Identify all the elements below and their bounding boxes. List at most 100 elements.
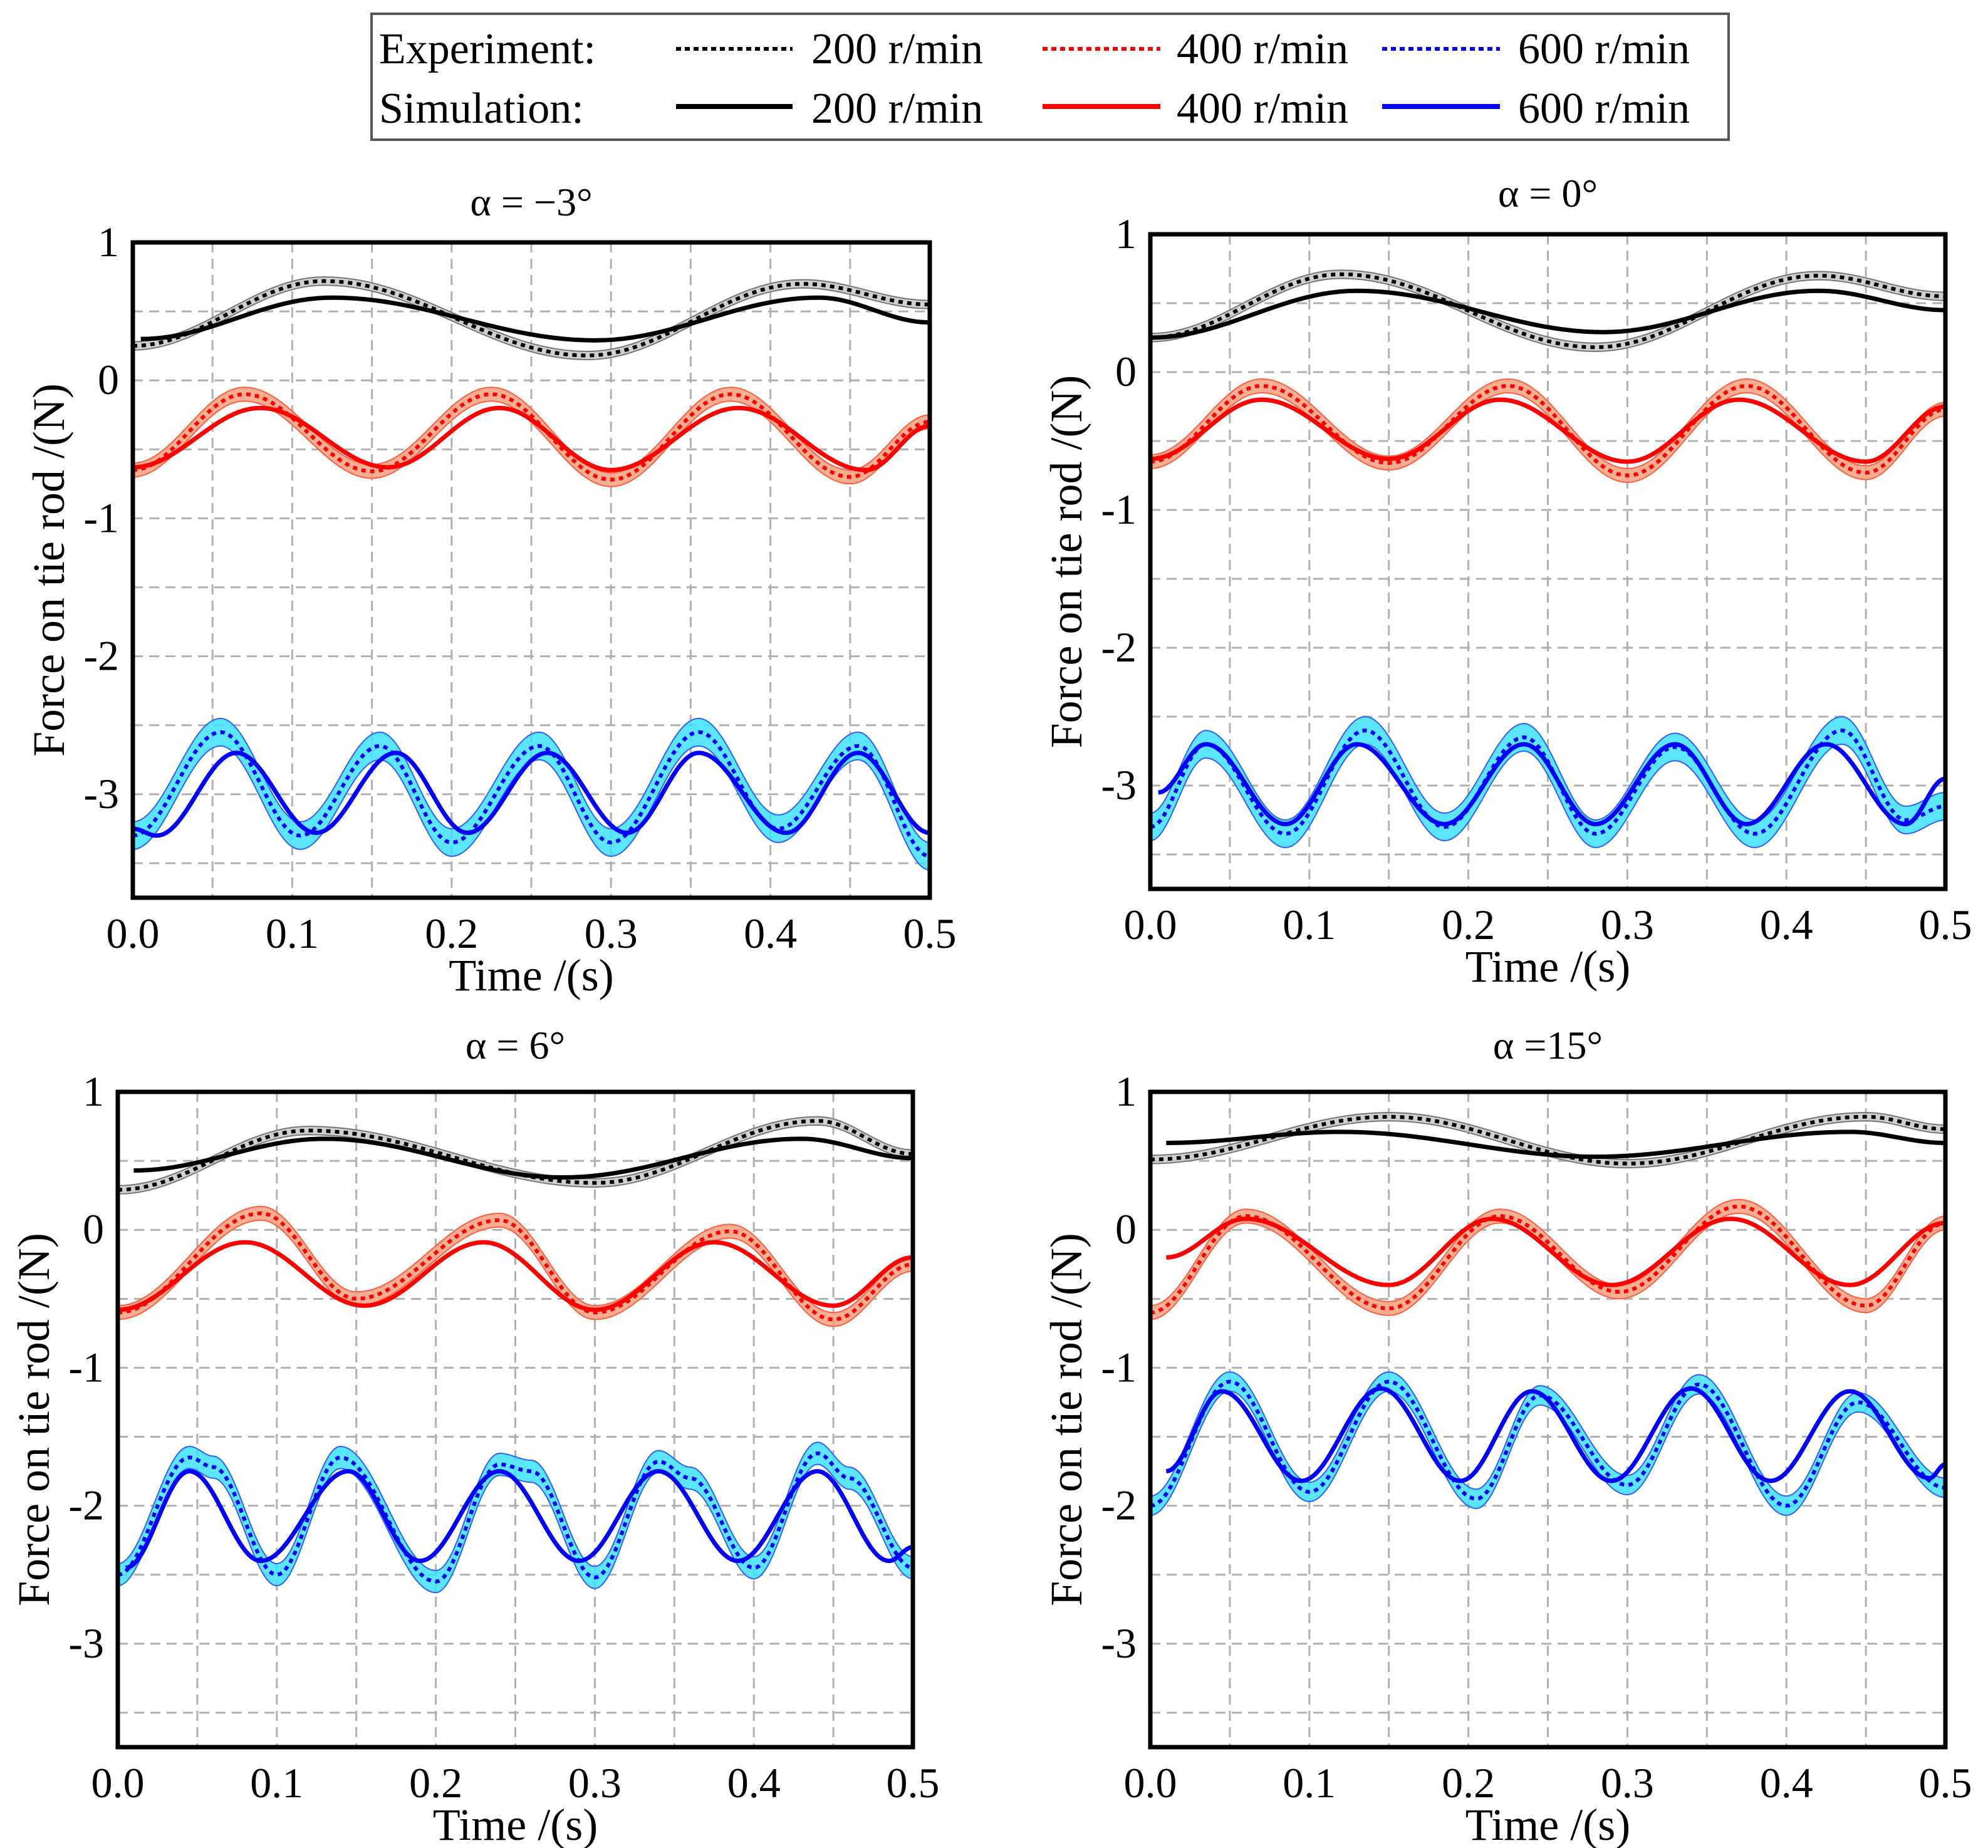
x-axis-label: Time /(s) (433, 1800, 598, 1848)
series-sim-600 (125, 1469, 913, 1570)
band-600 (1150, 715, 1945, 849)
band-200 (133, 276, 930, 361)
chart-panel-3: 0.0 0.1 0.2 0.3 0.4 0.5 1 0 -1 -2 -3 α =15° Time /(s… (1041, 1023, 1972, 1848)
chart-panel-1: 0.0 0.1 0.2 0.3 0.4 0.5 1 0 -1 -2 -3 α = 0° Time /(s… (1041, 171, 1972, 992)
y-tick-label: 1 (98, 218, 119, 266)
x-tick-label: 0.5 (1919, 1759, 1972, 1807)
x-tick-label: 0.1 (1283, 1759, 1336, 1807)
legend-sim-400-label: 400 r/min (1177, 85, 1348, 133)
series-exp-600 (1150, 1379, 1945, 1508)
y-tick-label: 1 (83, 1067, 104, 1115)
x-tick-label: 0.5 (1919, 901, 1972, 948)
series-sim-200 (133, 1136, 913, 1180)
y-tick-label: 1 (1115, 1067, 1137, 1115)
series-exp-200 (118, 1119, 913, 1192)
x-tick-label: 0.3 (1601, 901, 1654, 948)
series-exp-200 (1150, 272, 1945, 350)
x-tick-label: 0.4 (1760, 901, 1813, 948)
x-tick-label: 0.2 (1442, 1759, 1495, 1807)
plot-area (1150, 1112, 1945, 1517)
panel-title: α = 6° (466, 1023, 565, 1067)
y-axis-label: Force on tie rod /(N) (9, 1233, 59, 1606)
series-sim-600 (133, 750, 930, 838)
y-tick-label: -1 (68, 1343, 104, 1391)
panels: 0.0 0.1 0.2 0.3 0.4 0.5 1 0 -1 -2 -3 α = −3° Time /(… (9, 171, 1972, 1848)
series-exp-400 (1150, 1204, 1945, 1315)
legend: Experiment: Simulation: 200 r/min 200 r/… (370, 13, 1730, 141)
y-axis-label: Force on tie rod /(N) (24, 383, 74, 757)
plot-area (118, 1116, 913, 1594)
band-400 (1150, 1198, 1945, 1321)
x-tick-label: 0.2 (1442, 901, 1495, 948)
y-tick-label: 0 (98, 356, 119, 403)
series-exp-400 (133, 392, 930, 482)
series-exp-600 (1150, 728, 1945, 836)
x-tick-label: 0.4 (1760, 1759, 1813, 1807)
x-tick-label: 0.2 (409, 1759, 462, 1807)
x-tick-label: 0.3 (1601, 1759, 1654, 1807)
y-tick-label: -3 (1101, 761, 1137, 809)
x-tick-label: 0.3 (585, 910, 638, 957)
legend-box (370, 13, 1730, 141)
panel-title: α =15° (1493, 1023, 1603, 1067)
series-sim-200 (1150, 288, 1945, 340)
chart-panel-2: 0.0 0.1 0.2 0.3 0.4 0.5 1 0 -1 -2 -3 α = 6° Time /(s… (9, 1023, 940, 1848)
plot-area (133, 276, 930, 871)
y-axis-label: Force on tie rod /(N) (1041, 375, 1091, 749)
y-tick-label: -2 (1101, 623, 1137, 671)
x-tick-label: 0.0 (107, 910, 160, 957)
x-tick-label: 0.1 (1283, 901, 1336, 948)
x-tick-label: 0.4 (727, 1759, 781, 1807)
legend-experiment-label: Experiment: (379, 25, 596, 73)
panel-title: α = 0° (1498, 171, 1598, 215)
plot-frame (115, 1089, 915, 1750)
legend-exp-200-label: 200 r/min (811, 25, 983, 73)
band-600 (118, 1441, 913, 1594)
series-exp-600 (118, 1451, 913, 1584)
x-tick-label: 0.3 (568, 1759, 622, 1807)
x-tick-label: 0.5 (903, 910, 957, 957)
series-sim-200 (140, 295, 930, 343)
x-tick-label: 0.0 (1124, 1759, 1177, 1807)
plot-frame (1148, 1089, 1948, 1750)
series-sim-400 (1166, 1217, 1945, 1287)
series-sim-400 (1150, 397, 1945, 464)
y-tick-label: -2 (68, 1482, 104, 1529)
y-tick-label: -1 (1101, 1343, 1137, 1391)
legend-exp-600-label: 600 r/min (1518, 25, 1690, 73)
series-sim-400 (118, 1240, 913, 1312)
x-tick-label: 0.1 (266, 910, 319, 957)
plot-frame (1148, 232, 1948, 891)
y-tick-label: -1 (83, 494, 119, 541)
y-tick-label: -3 (68, 1619, 104, 1667)
x-axis-label: Time /(s) (449, 950, 613, 1000)
y-tick-label: -2 (1101, 1482, 1137, 1529)
y-tick-label: 0 (1115, 348, 1137, 395)
x-tick-label: 0.2 (425, 910, 478, 957)
panel-title: α = −3° (470, 180, 592, 224)
band-400 (118, 1205, 913, 1327)
plot-area (1150, 269, 1945, 849)
series-exp-400 (1150, 383, 1945, 478)
y-tick-label: -3 (1101, 1619, 1137, 1667)
series-exp-600 (133, 730, 930, 858)
legend-exp-400-label: 400 r/min (1177, 25, 1348, 73)
series-exp-400 (118, 1211, 913, 1322)
series-sim-400 (133, 405, 930, 472)
y-tick-label: 1 (1115, 210, 1137, 257)
legend-simulation-label: Simulation: (379, 85, 584, 133)
y-tick-label: 0 (83, 1205, 104, 1253)
x-axis-label: Time /(s) (1465, 942, 1630, 992)
x-tick-label: 0.5 (887, 1759, 940, 1807)
y-tick-label: 0 (1115, 1205, 1137, 1253)
x-tick-label: 0.1 (250, 1759, 303, 1807)
legend-sim-600-label: 600 r/min (1518, 85, 1690, 133)
y-axis-label: Force on tie rod /(N) (1041, 1233, 1091, 1606)
y-tick-label: -1 (1101, 485, 1137, 533)
x-tick-label: 0.4 (744, 910, 797, 957)
x-tick-label: 0.0 (91, 1759, 145, 1807)
x-tick-label: 0.0 (1124, 901, 1177, 948)
series-exp-200 (1150, 1114, 1945, 1166)
plot-frame (130, 240, 932, 900)
